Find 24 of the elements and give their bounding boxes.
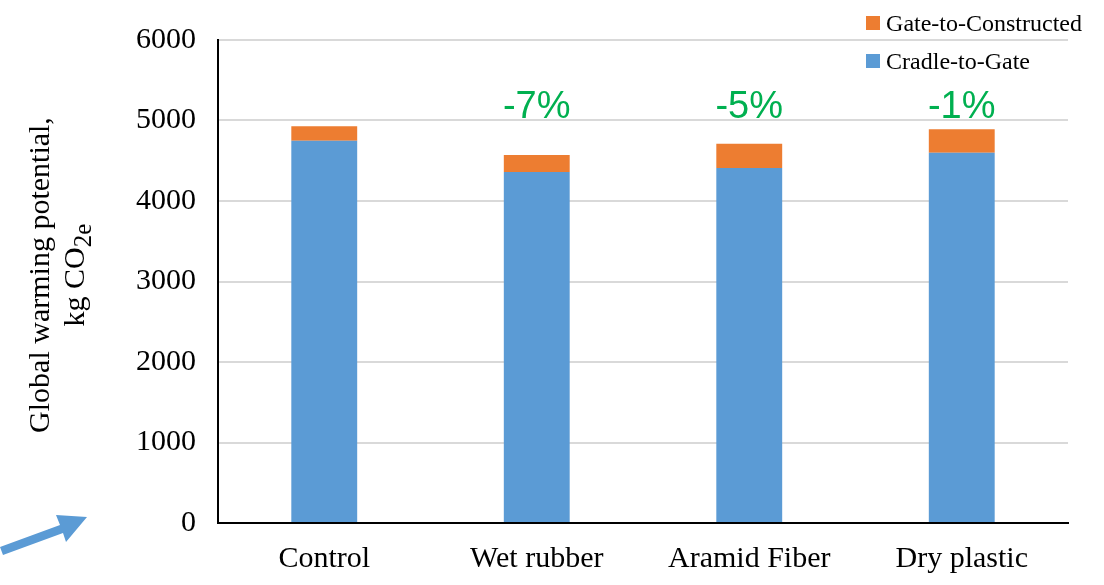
y-tick-label: 4000 [136, 181, 196, 215]
bar [291, 126, 358, 141]
bar [716, 168, 783, 522]
y-tick-label: 5000 [136, 101, 196, 135]
annotation: -1% [927, 84, 996, 127]
annotation: -7% [502, 84, 571, 127]
x-tick-label: Dry plastic [895, 539, 1028, 573]
x-tick-label: Aramid Fiber [668, 539, 831, 573]
legend-label: Cradle-to-Gate [886, 47, 1030, 75]
bar [503, 155, 570, 173]
x-tick-label: Control [278, 539, 371, 573]
bar [503, 172, 570, 522]
bar [928, 129, 995, 153]
y-tick-label: 1000 [136, 423, 196, 457]
y-tick-label: 3000 [136, 262, 196, 296]
y-tick-label: 0 [181, 503, 196, 537]
y-tick-label: 6000 [136, 20, 196, 54]
bar [928, 152, 995, 522]
y-tick-label: 2000 [136, 342, 196, 376]
bar [291, 140, 358, 522]
annotation: -5% [715, 84, 784, 127]
x-tick-label: Wet rubber [470, 539, 604, 573]
legend-label: Gate-to-Constructed [886, 9, 1082, 37]
bar [716, 143, 783, 168]
